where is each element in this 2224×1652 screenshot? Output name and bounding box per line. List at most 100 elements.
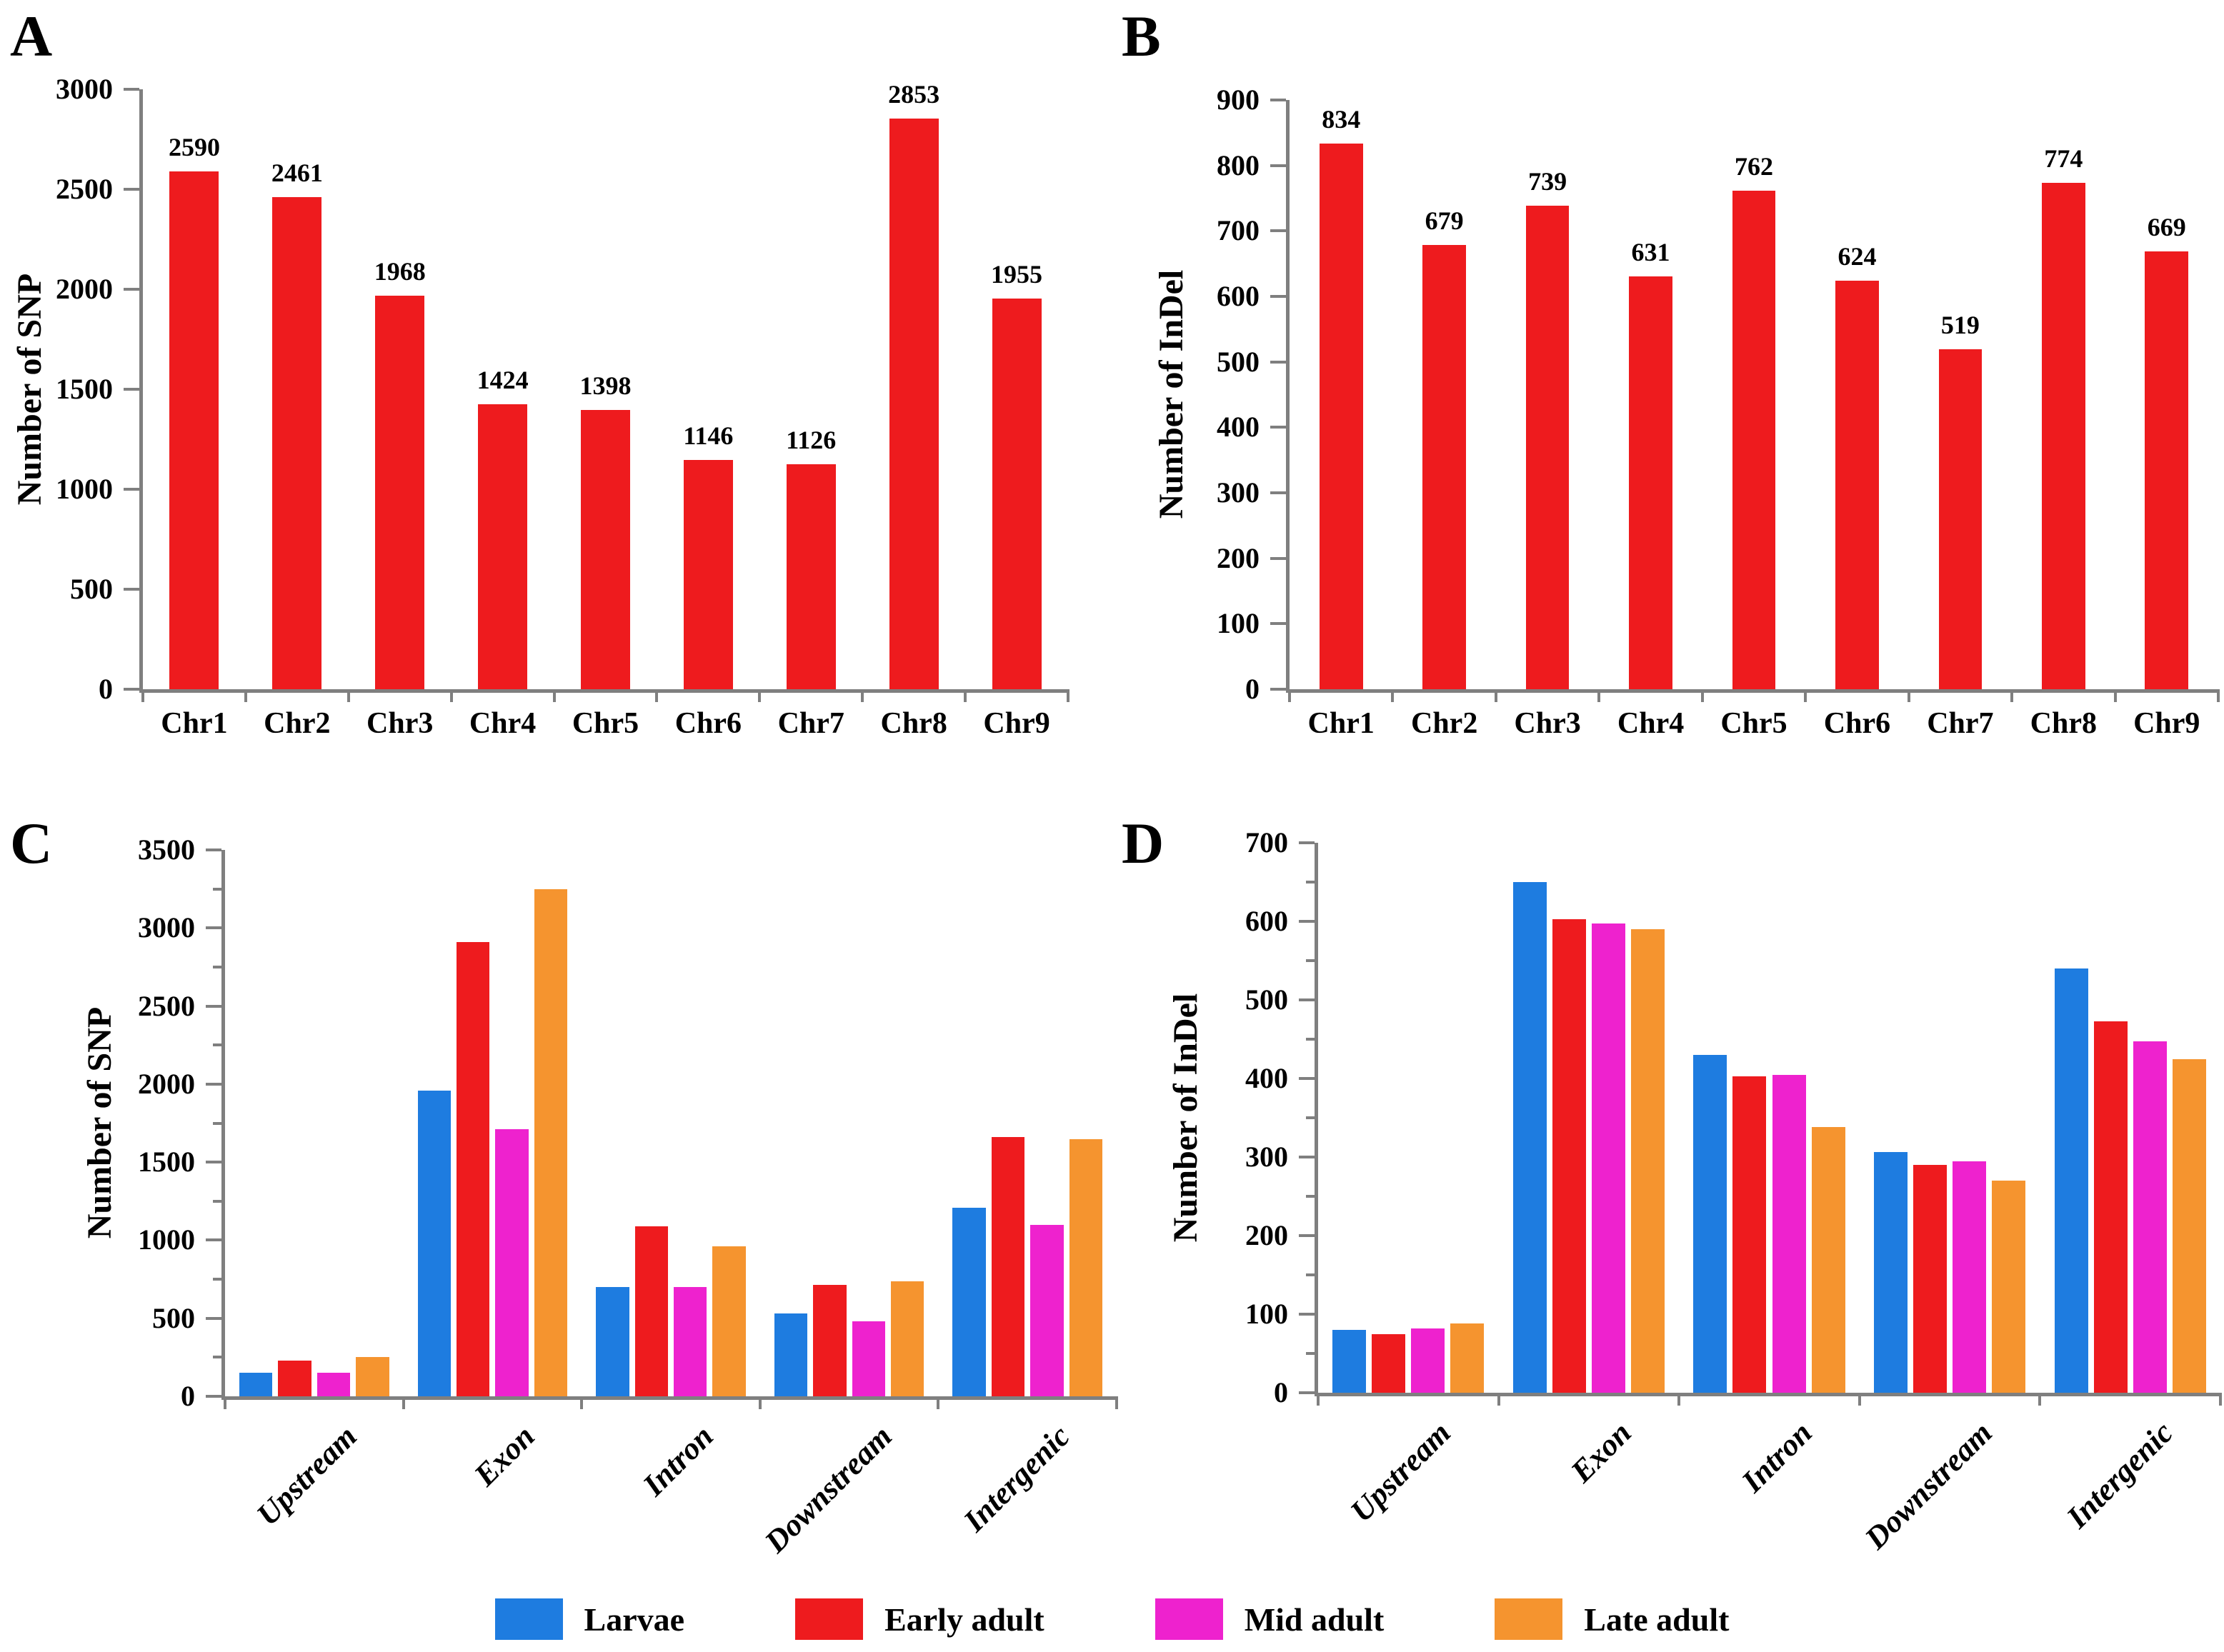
legend: Larvae Early adult Mid adult Late adult <box>0 1598 2224 1640</box>
y-tick-label: 600 <box>1245 905 1288 937</box>
y-tick-label: 2000 <box>56 273 113 305</box>
legend-label: Larvae <box>584 1601 685 1638</box>
bar-intergenic-early-adult <box>2093 1021 2128 1393</box>
bar-exon-early-adult <box>456 941 490 1396</box>
bar-value-label: 669 <box>2147 212 2186 241</box>
y-tick <box>1270 164 1286 167</box>
x-tick <box>1494 689 1497 702</box>
y-tick-label: 700 <box>1217 214 1260 247</box>
x-axis-label: Chr2 <box>1410 707 1478 740</box>
x-tick <box>2010 689 2014 702</box>
x-tick <box>449 689 453 702</box>
y-tick-label: 400 <box>1217 411 1260 444</box>
x-axis-label: Chr2 <box>264 707 331 740</box>
bar-intron-early-adult <box>634 1226 668 1396</box>
plot-area-c: 0 500 1000 1500 2000 2500 3000 3500 Upstream Exon… <box>138 834 1118 1559</box>
y-tick <box>124 388 139 391</box>
bar-chr2 <box>272 196 322 689</box>
y-tick <box>124 588 139 591</box>
panel-letter-a: A <box>10 4 53 69</box>
x-axis-label: Chr6 <box>674 707 742 740</box>
y-minor-tick <box>213 1121 221 1125</box>
y-minor-tick <box>1306 1273 1315 1276</box>
y-tick <box>206 1395 221 1398</box>
x-tick <box>758 1396 762 1409</box>
y-tick-label: 3000 <box>56 73 113 105</box>
y-axis-title-c: Number of SNP <box>81 1006 119 1239</box>
x-axis-label: Chr3 <box>366 707 434 740</box>
y-minor-tick <box>213 965 221 968</box>
bar-value-label: 1968 <box>374 256 426 286</box>
late-adult-swatch <box>1495 1598 1563 1640</box>
bar-exon-late-adult <box>534 888 568 1396</box>
y-tick-label: 500 <box>1245 983 1288 1016</box>
y-minor-tick <box>213 1043 221 1047</box>
bar-exon-early-adult <box>1552 918 1586 1393</box>
y-tick-label: 500 <box>1217 345 1260 378</box>
y-tick <box>1299 1313 1315 1316</box>
x-tick <box>1067 689 1069 702</box>
bar-upstream-larvae <box>239 1373 273 1396</box>
bar-value-label: 1398 <box>579 371 632 400</box>
panel-letter-d: D <box>1122 811 1165 876</box>
x-tick <box>2217 689 2220 702</box>
x-tick <box>2219 1393 2222 1406</box>
bar-intergenic-larvae <box>2054 968 2088 1393</box>
x-tick <box>402 1396 405 1409</box>
bar-value-label: 1146 <box>683 421 734 451</box>
bar-value-label: 631 <box>1631 237 1670 266</box>
bar-intergenic-late-adult <box>2172 1058 2206 1393</box>
y-tick-label: 700 <box>1245 826 1288 858</box>
plot-area-a: 0 500 1000 1500 2000 2500 3000 2590 Chr1 2461 Chr2… <box>56 74 1069 740</box>
y-tick-label: 1000 <box>56 473 113 505</box>
x-tick <box>861 689 864 702</box>
y-tick <box>124 88 139 91</box>
bar-value-label: 1955 <box>991 259 1043 289</box>
bar-intergenic-larvae <box>952 1207 986 1396</box>
bar-downstream-early-adult <box>1913 1165 1948 1393</box>
y-tick <box>1270 295 1286 298</box>
x-axis-label: Chr5 <box>1720 707 1787 740</box>
bar-intergenic-early-adult <box>991 1137 1025 1396</box>
bar-chr4 <box>478 404 528 689</box>
bar-upstream-mid-adult <box>316 1373 351 1396</box>
plot-area-d: 0 100 200 300 400 500 600 700 Upstream Exon Intron… <box>1245 827 2222 1556</box>
bar-chr2 <box>1422 244 1466 689</box>
bar-chr8 <box>2042 182 2085 689</box>
y-tick <box>1299 1077 1315 1080</box>
bar-chr3 <box>375 295 425 689</box>
larvae-swatch <box>494 1598 563 1640</box>
y-tick-label: 1000 <box>138 1223 195 1256</box>
bar-value-label: 624 <box>1837 242 1877 271</box>
x-axis-label: Chr8 <box>880 707 947 740</box>
y-tick-label: 0 <box>1274 1376 1288 1408</box>
x-tick <box>580 1396 584 1409</box>
x-tick <box>758 689 762 702</box>
y-tick-label: 200 <box>1217 541 1260 574</box>
x-axis-label: Chr7 <box>1927 707 1994 740</box>
y-tick-label: 0 <box>99 673 113 705</box>
y-tick <box>1270 360 1286 364</box>
y-tick <box>1270 426 1286 429</box>
y-minor-tick <box>1306 1195 1315 1198</box>
x-axis-label: Chr8 <box>2030 707 2097 740</box>
y-tick-label: 2000 <box>138 1067 195 1100</box>
y-tick-label: 500 <box>152 1301 195 1334</box>
y-tick <box>1270 491 1286 494</box>
y-minor-tick <box>1306 881 1315 883</box>
x-tick <box>1804 689 1807 702</box>
panel-letter-b: B <box>1122 4 1161 69</box>
bar-intron-larvae <box>596 1287 629 1396</box>
y-minor-tick <box>213 887 221 891</box>
x-axis-label: Chr3 <box>1514 707 1581 740</box>
x-axis-label: Chr9 <box>2133 707 2200 740</box>
bar-value-label: 2461 <box>271 158 323 187</box>
y-tick <box>1299 1234 1315 1237</box>
y-tick <box>206 1082 221 1086</box>
bar-upstream-larvae <box>1332 1330 1367 1393</box>
x-tick <box>224 1396 226 1409</box>
y-tick <box>1299 998 1315 1001</box>
bar-chr9 <box>2145 251 2189 689</box>
legend-item-late-adult: Late adult <box>1495 1598 1729 1640</box>
x-tick <box>1317 1393 1320 1406</box>
